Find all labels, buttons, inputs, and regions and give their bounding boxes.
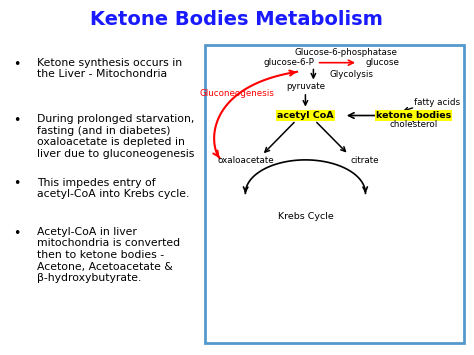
Text: Acetyl-CoA in liver
mitochondria is converted
then to ketone bodies -
Acetone, A: Acetyl-CoA in liver mitochondria is conv… — [36, 227, 180, 283]
Text: acetyl CoA: acetyl CoA — [277, 111, 334, 120]
Text: Gluconeogenesis: Gluconeogenesis — [200, 89, 275, 98]
Text: cholesterol: cholesterol — [389, 120, 438, 129]
Text: Krebs Cycle: Krebs Cycle — [278, 212, 333, 221]
Text: glucose-6-P: glucose-6-P — [264, 58, 314, 67]
Text: fatty acids: fatty acids — [414, 98, 460, 107]
Text: glucose: glucose — [365, 58, 399, 67]
FancyBboxPatch shape — [206, 45, 464, 343]
Text: Ketone synthesis occurs in
the Liver - Mitochondria: Ketone synthesis occurs in the Liver - M… — [36, 58, 182, 80]
Text: Glucose-6-phosphatase: Glucose-6-phosphatase — [295, 48, 398, 57]
Text: Glycolysis: Glycolysis — [330, 70, 374, 79]
Text: •: • — [13, 178, 20, 191]
Text: •: • — [13, 114, 20, 127]
Text: pyruvate: pyruvate — [286, 82, 325, 92]
Text: During prolonged starvation,
fasting (and in diabetes)
oxaloacetate is depleted : During prolonged starvation, fasting (an… — [36, 114, 194, 159]
Text: This impedes entry of
acetyl-CoA into Krebs cycle.: This impedes entry of acetyl-CoA into Kr… — [36, 178, 189, 199]
Text: oxaloacetate: oxaloacetate — [217, 156, 273, 165]
Text: citrate: citrate — [351, 156, 379, 165]
Text: ketone bodies: ketone bodies — [376, 111, 451, 120]
Text: •: • — [13, 58, 20, 71]
Text: Ketone Bodies Metabolism: Ketone Bodies Metabolism — [90, 10, 383, 29]
Text: •: • — [13, 227, 20, 240]
